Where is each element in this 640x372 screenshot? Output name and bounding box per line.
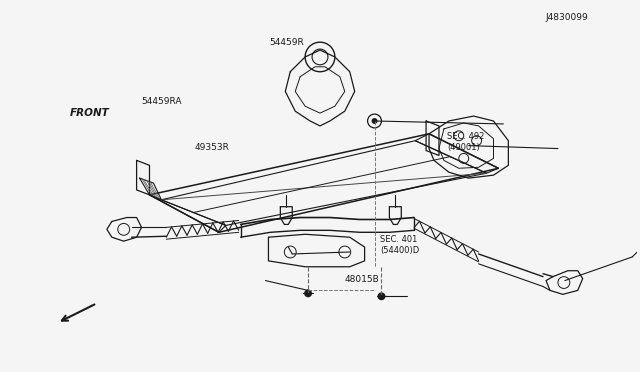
Circle shape: [372, 118, 378, 124]
Text: SEC. 492
(49001): SEC. 492 (49001): [447, 132, 484, 152]
Text: J4830099: J4830099: [545, 13, 588, 22]
Text: 49353R: 49353R: [195, 143, 229, 152]
Text: 48015B: 48015B: [344, 275, 379, 284]
Text: SEC. 401
(54400)D: SEC. 401 (54400)D: [380, 235, 420, 255]
Text: 54459R: 54459R: [269, 38, 304, 47]
Circle shape: [378, 292, 385, 300]
Text: 54459RA: 54459RA: [141, 97, 182, 106]
Circle shape: [304, 289, 312, 297]
Text: FRONT: FRONT: [69, 108, 109, 118]
